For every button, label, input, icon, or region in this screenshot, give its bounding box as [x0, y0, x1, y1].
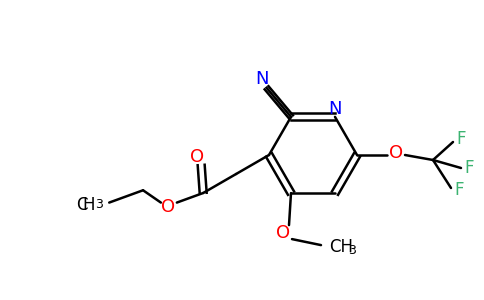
Text: N: N: [255, 70, 268, 88]
Text: F: F: [454, 181, 464, 199]
Text: C: C: [76, 196, 87, 214]
Text: F: F: [464, 159, 474, 177]
Text: O: O: [276, 224, 290, 242]
Text: 3: 3: [348, 244, 356, 256]
Text: F: F: [456, 130, 466, 148]
Text: O: O: [190, 148, 204, 166]
Text: O: O: [161, 198, 175, 216]
Text: 3: 3: [95, 198, 103, 211]
Text: CH: CH: [329, 238, 353, 256]
Text: N: N: [328, 100, 342, 118]
Text: H: H: [83, 196, 95, 214]
Text: O: O: [389, 144, 403, 162]
